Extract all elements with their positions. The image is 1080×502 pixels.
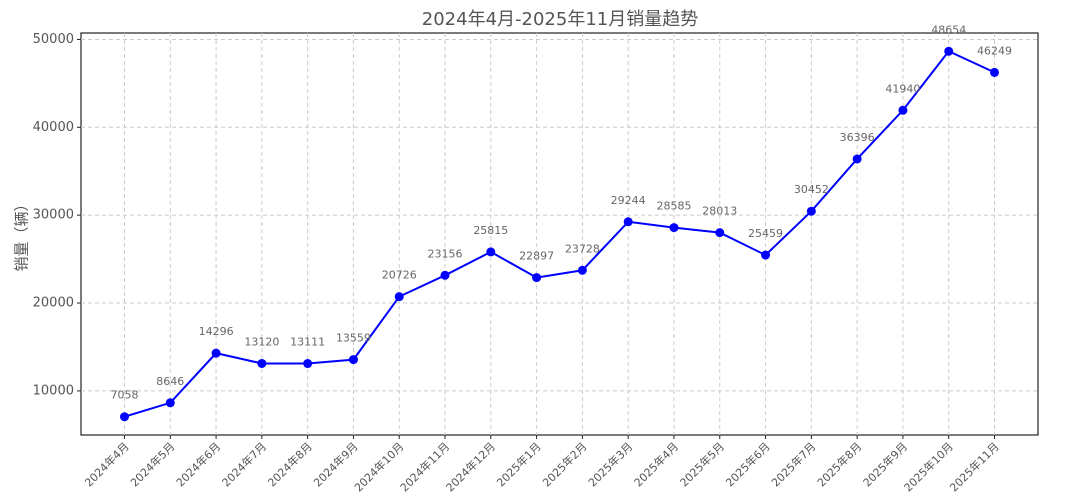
series-line (124, 50, 995, 418)
data-label: 28585 (656, 200, 691, 213)
point (898, 105, 908, 115)
data-label: 13120 (244, 335, 279, 348)
point (165, 398, 175, 408)
data-label: 22897 (519, 250, 554, 263)
data-label: 30452 (794, 183, 829, 196)
x-tick-label: 2025年5月 (677, 439, 727, 489)
point (761, 250, 771, 260)
point (944, 46, 954, 56)
point (852, 154, 862, 164)
data-label: 8646 (156, 375, 184, 388)
y-tick-label: 10000 (33, 383, 74, 398)
x-tick-label: 2025年6月 (723, 439, 773, 489)
point (532, 273, 542, 283)
x-tick-label: 2024年8月 (265, 439, 315, 489)
point (806, 206, 816, 216)
x-tick-label: 2024年4月 (82, 439, 132, 489)
data-label: 28013 (702, 205, 737, 218)
y-tick-label: 40000 (33, 120, 74, 135)
x-tick-label: 2025年2月 (539, 439, 589, 489)
data-label: 46249 (977, 44, 1012, 57)
x-tick-label: 2025年7月 (768, 439, 818, 489)
data-label: 20726 (382, 269, 417, 282)
point (990, 67, 999, 77)
x-tick-label: 2025年1月 (494, 439, 544, 489)
point (303, 359, 313, 369)
point (486, 247, 496, 257)
data-label: 23156 (428, 247, 463, 260)
data-label: 48654 (931, 23, 966, 36)
y-tick-label: 50000 (33, 32, 74, 47)
point (348, 355, 358, 365)
x-tick-label: 2024年12月 (443, 439, 498, 494)
x-tick-label: 2025年8月 (814, 439, 864, 489)
point (669, 223, 679, 233)
point (715, 228, 725, 238)
data-label: 14296 (199, 325, 234, 338)
data-label: 23728 (565, 242, 600, 255)
plot-frame (80, 32, 1039, 436)
data-label: 25815 (473, 224, 508, 237)
point (394, 292, 404, 302)
x-tick-label: 2025年3月 (585, 439, 635, 489)
x-tick-label: 2025年9月 (860, 439, 910, 489)
x-tick-label: 2024年5月 (127, 439, 177, 489)
point (440, 270, 450, 280)
y-axis-label: 销量（辆） (13, 196, 31, 271)
x-tick-label: 2025年4月 (631, 439, 681, 489)
x-tick-label: 2024年6月 (173, 439, 223, 489)
data-label: 36396 (840, 131, 875, 144)
point (623, 217, 633, 227)
data-label: 13111 (290, 336, 325, 349)
data-label: 29244 (611, 194, 646, 207)
data-label: 13559 (336, 332, 371, 345)
x-tick-label: 2025年11月 (947, 439, 1002, 494)
data-label: 7058 (111, 389, 139, 402)
point (211, 348, 221, 358)
point (257, 358, 267, 368)
chart-title: 2024年4月-2025年11月销量趋势 (422, 9, 698, 30)
x-tick-label: 2024年7月 (219, 439, 269, 489)
y-tick-label: 20000 (33, 296, 74, 311)
point (577, 265, 587, 275)
data-label: 25459 (748, 227, 783, 240)
y-tick-label: 30000 (33, 208, 74, 223)
point (120, 412, 129, 422)
data-label: 41940 (885, 82, 920, 95)
x-tick-label: 2024年9月 (310, 439, 360, 489)
